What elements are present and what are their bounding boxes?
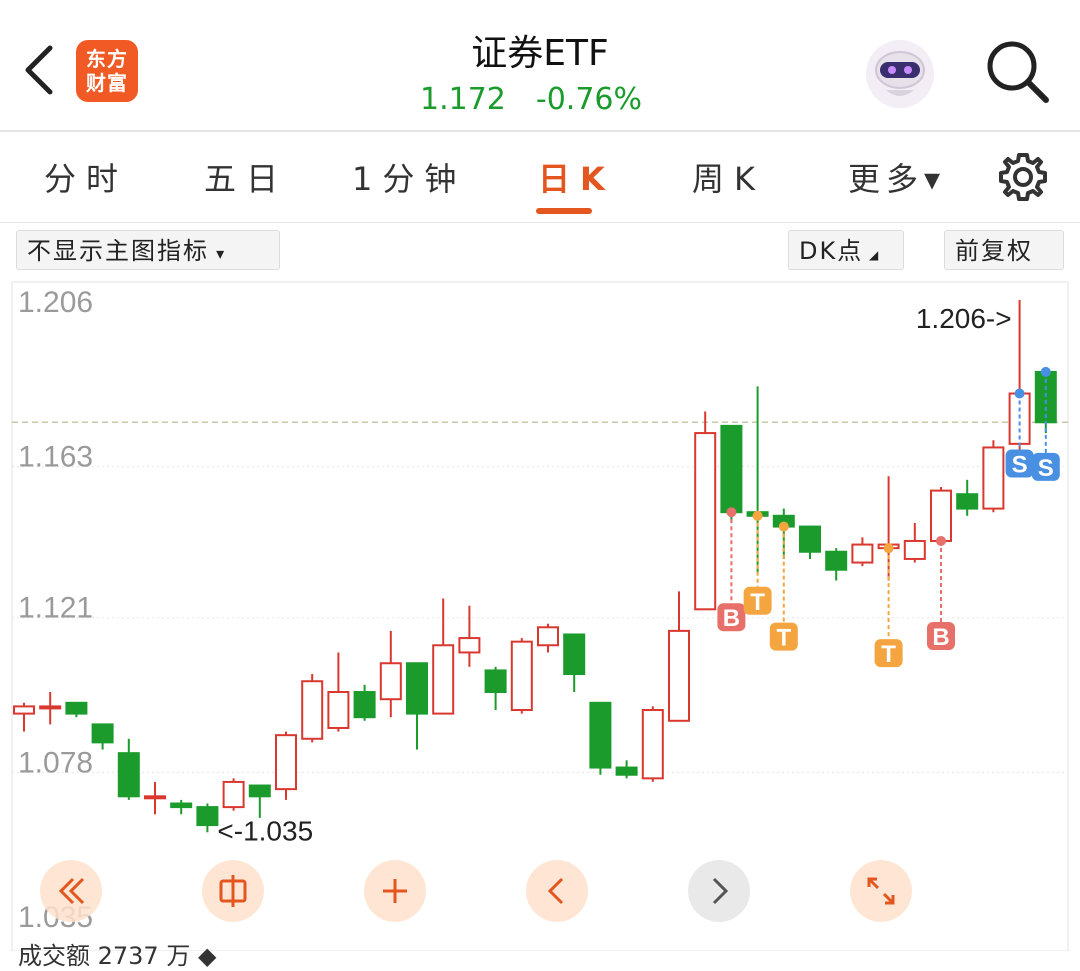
- current-price: 1.172: [420, 82, 506, 117]
- candle: [956, 479, 979, 516]
- svg-text:S: S: [1012, 452, 1028, 479]
- tab-fenshi[interactable]: 分时: [44, 160, 129, 198]
- svg-text:S: S: [1038, 455, 1054, 482]
- chart-frame: [11, 281, 1069, 951]
- candle: [117, 738, 140, 800]
- tab-daily-k[interactable]: 日K: [538, 160, 615, 198]
- candle: [484, 666, 507, 710]
- candle: [170, 799, 193, 815]
- candle: [196, 803, 219, 833]
- candle: [275, 731, 297, 800]
- adjust-button[interactable]: 前复权: [944, 230, 1064, 270]
- y-tick-label: 1.163: [18, 441, 93, 474]
- svg-text:B: B: [723, 605, 740, 632]
- candle: [563, 633, 586, 693]
- candle: [510, 638, 533, 714]
- candle: [641, 706, 664, 782]
- candle: [851, 537, 874, 567]
- tab-wuri[interactable]: 五日: [204, 160, 289, 198]
- candle: [537, 623, 559, 653]
- tab-weekly-k[interactable]: 周K: [692, 160, 765, 198]
- y-tick-label: 1.121: [18, 592, 93, 625]
- chevron-right-icon: [712, 877, 729, 905]
- signal-marker-s[interactable]: S: [1005, 388, 1034, 479]
- candle: [432, 598, 455, 715]
- header-divider: [0, 130, 1080, 132]
- signal-marker-t[interactable]: T: [769, 521, 798, 652]
- tabs-divider: [0, 222, 1080, 223]
- candle: [91, 723, 114, 750]
- signal-marker-b[interactable]: B: [927, 535, 955, 651]
- tab-1min[interactable]: 1分钟: [352, 160, 467, 198]
- signal-marker-b[interactable]: B: [717, 507, 746, 632]
- active-tab-indicator: [536, 208, 592, 214]
- svg-text:T: T: [881, 641, 896, 668]
- plus-icon: [383, 879, 407, 903]
- next-button[interactable]: [688, 860, 750, 922]
- candle: [13, 702, 35, 732]
- candle: [248, 784, 271, 818]
- min-price-label: <-1.035: [217, 815, 313, 846]
- period-tabs: 分时 五日 1分钟 日K 周K 更多▾: [0, 132, 1080, 222]
- expand-icon: [867, 877, 895, 905]
- chevron-left-icon: [547, 877, 564, 905]
- max-price-label: 1.206->: [916, 303, 1012, 334]
- candle: [327, 652, 350, 732]
- candle: [930, 487, 952, 542]
- search-icon[interactable]: [982, 36, 1052, 106]
- app-logo[interactable]: 东方财富: [76, 40, 138, 102]
- fullscreen-button[interactable]: [850, 860, 912, 922]
- zoom-in-button[interactable]: [364, 860, 426, 922]
- svg-text:T: T: [750, 589, 765, 616]
- signal-marker-s[interactable]: S: [1031, 366, 1060, 482]
- candle: [301, 674, 324, 743]
- candle: [144, 781, 166, 815]
- header: 东方财富 证券ETF 1.172 -0.76%: [0, 0, 1080, 130]
- candle: [353, 684, 376, 721]
- price-change: -0.76%: [535, 82, 643, 117]
- candle: [615, 760, 638, 779]
- candle: [406, 662, 428, 750]
- candle: [694, 411, 717, 611]
- candle: [825, 548, 848, 581]
- dk-button-label: DK点: [799, 237, 864, 265]
- indicator-select-label: 不显示主图指标: [27, 237, 209, 265]
- y-tick-label: 1.078: [18, 746, 93, 779]
- page-title: 证券ETF: [471, 33, 609, 74]
- fast-back-button[interactable]: [40, 860, 102, 922]
- quote-line: 1.172 -0.76%: [420, 82, 672, 117]
- shrink-button[interactable]: [202, 860, 264, 922]
- y-tick-label: 1.206: [18, 286, 93, 319]
- signal-marker-t[interactable]: T: [743, 510, 772, 616]
- prev-button[interactable]: [526, 860, 588, 922]
- candle: [379, 630, 402, 718]
- back-arrow-icon[interactable]: [18, 42, 62, 98]
- candle: [799, 525, 821, 559]
- dk-button[interactable]: DK点 ◢: [788, 230, 904, 270]
- logo-text: 东方财富: [86, 47, 128, 95]
- tab-more[interactable]: 更多▾: [848, 160, 947, 198]
- svg-text:T: T: [776, 625, 791, 652]
- candle: [982, 440, 1005, 513]
- footer-partial-text: 成交额 2737 万 ◆: [18, 942, 217, 970]
- candle: [65, 701, 88, 718]
- candle: [903, 522, 926, 563]
- signal-marker-t[interactable]: T: [874, 543, 903, 668]
- candle: [39, 692, 62, 725]
- caret-down-icon: ▾: [209, 244, 227, 263]
- corner-triangle-icon: ◢: [863, 248, 881, 262]
- indicator-select[interactable]: 不显示主图指标 ▾: [16, 230, 280, 270]
- svg-text:B: B: [932, 624, 949, 651]
- candle: [222, 778, 245, 811]
- candle: [668, 591, 690, 722]
- candle: [458, 605, 481, 667]
- avatar-robot-icon[interactable]: [864, 38, 936, 110]
- gear-icon[interactable]: [996, 150, 1050, 204]
- minus-icon: [219, 875, 247, 907]
- candle: [589, 701, 612, 775]
- double-chevron-left-icon: [58, 877, 85, 905]
